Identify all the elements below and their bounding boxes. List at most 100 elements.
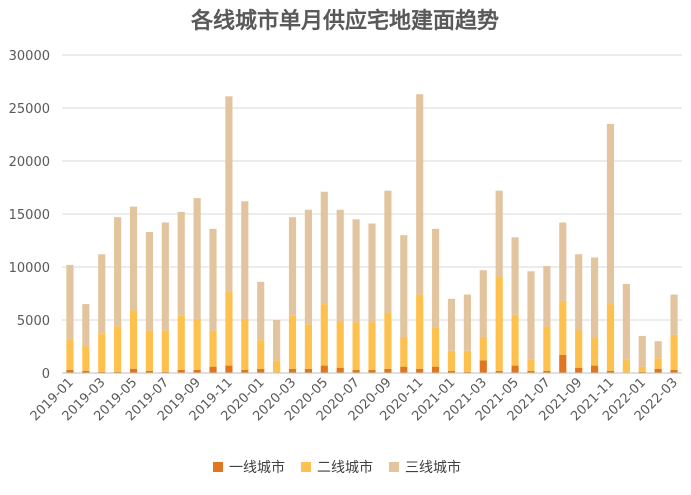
bar-segment-2: [177, 315, 185, 370]
bar-segment-1: [161, 371, 169, 373]
bar-segment-1: [66, 369, 74, 373]
bar-segment-3: [257, 281, 265, 341]
bar-segment-1: [543, 370, 551, 373]
bar-segment-2: [527, 359, 535, 371]
bar-segment-1: [463, 371, 471, 373]
legend: 一线城市 二线城市 三线城市: [213, 459, 461, 476]
bar-segment-2: [145, 330, 154, 371]
bar-series: [66, 94, 678, 373]
bar-segment-2: [575, 329, 583, 368]
bar-segment-1: [479, 360, 487, 373]
bar-segment-2: [225, 291, 233, 366]
y-tick-label: 25000: [9, 102, 50, 117]
bar-segment-2: [384, 312, 392, 369]
bar-segment-1: [638, 371, 646, 373]
y-tick-label: 10000: [9, 261, 50, 276]
bar-segment-1: [304, 368, 312, 373]
legend-label-3: 三线城市: [405, 459, 461, 476]
bar-segment-3: [479, 270, 487, 337]
bar-segment-1: [559, 354, 567, 373]
legend-label-2: 二线城市: [317, 459, 373, 476]
bar-segment-3: [273, 320, 281, 361]
bar-segment-1: [495, 370, 503, 373]
y-axis-ticks: 0 5000 10000 15000 20000 25000 30000: [9, 49, 50, 382]
bar-segment-3: [177, 211, 185, 316]
bar-segment-3: [241, 201, 249, 319]
bar-segment-2: [82, 346, 90, 371]
bar-segment-1: [288, 368, 297, 373]
bar-segment-2: [495, 276, 503, 371]
bar-segment-3: [543, 265, 551, 327]
bar-segment-1: [527, 370, 535, 373]
bar-segment-2: [257, 340, 265, 369]
bar-segment-1: [590, 365, 599, 373]
bar-segment-3: [384, 190, 392, 313]
bar-segment-2: [129, 310, 138, 369]
bar-segment-3: [304, 209, 312, 325]
bar-segment-1: [368, 369, 376, 373]
bar-segment-2: [114, 326, 122, 372]
bar-segment-2: [606, 304, 615, 371]
bar-segment-3: [320, 191, 328, 305]
bar-segment-3: [66, 264, 74, 340]
bar-segment-1: [575, 367, 583, 373]
bar-segment-1: [432, 366, 440, 373]
bar-segment-1: [511, 365, 519, 373]
bar-segment-2: [622, 359, 630, 373]
bar-segment-1: [82, 370, 90, 373]
y-tick-label: 20000: [9, 155, 50, 170]
bar-segment-2: [288, 315, 297, 369]
bar-segment-3: [527, 271, 535, 360]
bar-segment-3: [82, 304, 90, 347]
bar-segment-2: [241, 318, 249, 370]
bar-segment-3: [654, 341, 662, 359]
bar-segment-2: [209, 330, 217, 367]
bar-segment-3: [606, 123, 615, 305]
bar-segment-2: [368, 322, 376, 370]
bar-segment-2: [479, 336, 487, 361]
legend-swatch-1: [213, 462, 223, 472]
bar-segment-1: [98, 371, 106, 373]
bar-segment-3: [352, 219, 360, 323]
bar-segment-3: [511, 237, 519, 315]
bar-segment-2: [304, 324, 312, 369]
bar-segment-1: [129, 368, 138, 373]
bar-segment-1: [241, 369, 249, 373]
bar-segment-2: [654, 358, 662, 369]
bar-segment-3: [463, 294, 471, 351]
bar-segment-1: [336, 367, 344, 373]
bar-segment-1: [384, 368, 392, 373]
bar-segment-3: [193, 198, 201, 319]
bar-segment-3: [495, 190, 503, 277]
legend-swatch-2: [301, 462, 311, 472]
bar-segment-2: [559, 300, 567, 355]
bar-segment-3: [336, 209, 344, 322]
bar-segment-3: [590, 257, 599, 339]
bar-segment-2: [590, 338, 599, 366]
bar-segment-2: [670, 334, 678, 370]
bar-segment-1: [447, 370, 456, 373]
bar-segment-2: [66, 339, 74, 370]
bar-segment-2: [416, 294, 424, 369]
bar-segment-1: [177, 369, 185, 373]
legend-swatch-3: [389, 462, 399, 472]
bar-segment-3: [575, 254, 583, 330]
bar-segment-3: [161, 222, 169, 331]
bar-segment-2: [400, 336, 408, 367]
bar-segment-1: [670, 369, 678, 373]
bar-segment-2: [352, 322, 360, 370]
bar-segment-1: [400, 366, 408, 373]
bar-segment-2: [273, 360, 281, 373]
bar-segment-3: [447, 298, 456, 351]
x-axis-ticks: 2019-012019-032019-052019-072019-092019-…: [28, 375, 681, 424]
bar-segment-3: [670, 294, 678, 335]
bar-segment-3: [400, 235, 408, 337]
bar-segment-2: [543, 326, 551, 371]
bar-segment-2: [161, 330, 169, 372]
bar-segment-3: [416, 94, 424, 295]
bar-segment-1: [193, 369, 201, 373]
bar-segment-2: [98, 333, 106, 372]
bar-segment-2: [432, 327, 440, 367]
bar-segment-2: [193, 318, 201, 370]
